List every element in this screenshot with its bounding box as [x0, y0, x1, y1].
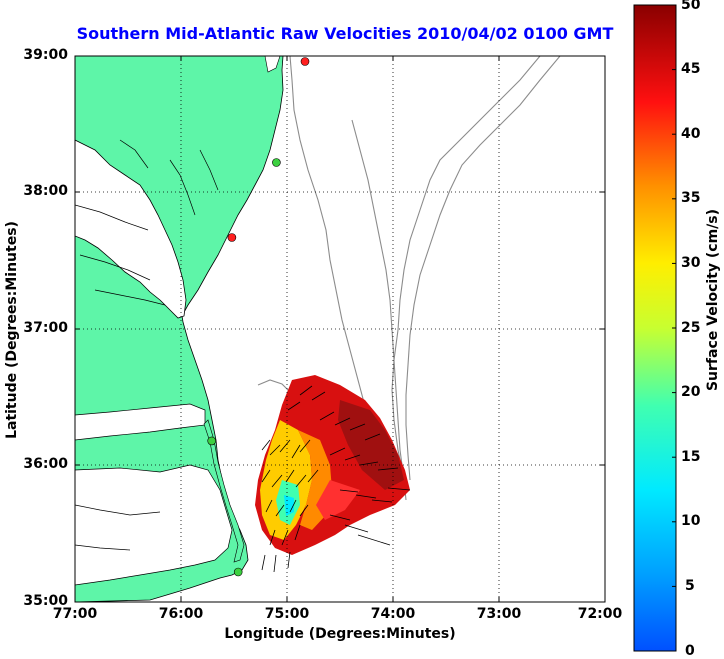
colorbar-tick-label: 10 — [681, 513, 701, 529]
radar-stations — [207, 57, 310, 577]
x-tick-label: 75:00 — [264, 606, 310, 622]
colorbar-ticks — [672, 4, 676, 652]
station-marker — [233, 567, 243, 577]
colorbar-tick-label: 35 — [681, 190, 701, 206]
x-axis-label: Longitude (Degrees:Minutes) — [224, 626, 456, 642]
pamlico-sound — [75, 464, 233, 586]
colorbar-tick-label: 5 — [685, 578, 695, 594]
y-tick-label: 37:00 — [23, 320, 68, 336]
chesapeake-bay — [75, 139, 187, 319]
outer-banks — [203, 419, 245, 563]
x-tick-label: 77:00 — [52, 606, 98, 622]
tick-marks — [75, 56, 605, 602]
y-tick-label: 39:00 — [23, 47, 68, 63]
colorbar — [633, 4, 677, 652]
velocity-field — [255, 375, 411, 573]
x-tick-label: 74:00 — [370, 606, 416, 622]
station-marker — [272, 158, 281, 167]
y-tick-label: 35:00 — [23, 593, 68, 609]
colorbar-tick-label: 20 — [681, 384, 701, 400]
colorbar-tick-label: 15 — [681, 449, 701, 465]
station-marker — [227, 233, 237, 242]
colorbar-tick-label: 40 — [681, 126, 701, 142]
x-tick-label: 72:00 — [577, 606, 623, 622]
colorbar-label: Surface Velocity (cm/s) — [705, 208, 721, 392]
map-title: Southern Mid-Atlantic Raw Velocities 201… — [76, 24, 614, 43]
station-marker — [207, 436, 216, 446]
x-tick-label: 76:00 — [158, 606, 204, 622]
colorbar-tick-label: 0 — [685, 643, 695, 659]
colorbar-tick-label: 50 — [681, 0, 701, 13]
station-marker — [300, 57, 310, 66]
grid — [75, 56, 605, 602]
x-tick-label: 73:00 — [476, 606, 522, 622]
colorbar-tick-label: 30 — [681, 255, 701, 271]
y-axis-label: Latitude (Degrees:Minutes) — [4, 221, 20, 439]
map-area — [75, 56, 605, 602]
colorbar-tick-label: 45 — [681, 61, 701, 77]
delaware-bay — [264, 56, 281, 73]
y-tick-label: 38:00 — [23, 183, 68, 199]
velocity-arrows — [261, 385, 411, 573]
rivers — [75, 139, 219, 551]
y-tick-label: 36:00 — [23, 456, 68, 472]
colorbar-tick-label: 25 — [681, 320, 701, 336]
